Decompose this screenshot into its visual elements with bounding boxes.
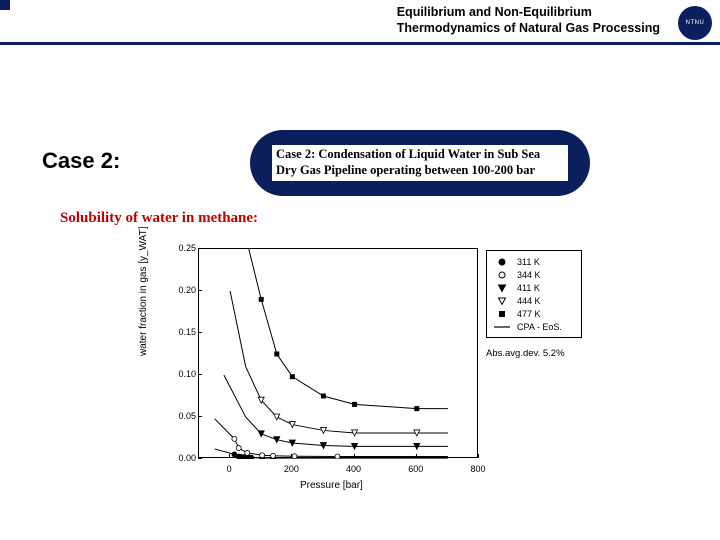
legend-label: 411 K <box>517 283 540 293</box>
x-tick-label: 0 <box>227 464 232 474</box>
chart-subtitle: Solubility of water in methane: <box>60 210 258 227</box>
y-tick-mark <box>198 416 202 417</box>
y-tick-label: 0.05 <box>170 411 196 421</box>
legend-label: 444 K <box>517 296 541 306</box>
legend-label: 344 K <box>517 270 541 280</box>
legend-item: 444 K <box>493 294 575 307</box>
x-tick-label: 600 <box>408 464 423 474</box>
case-label: Case 2: <box>42 148 120 174</box>
ntnu-logo: NTNU <box>678 6 712 40</box>
x-tick-label: 400 <box>346 464 361 474</box>
y-tick-mark <box>198 374 202 375</box>
x-tick-label: 800 <box>470 464 485 474</box>
y-tick-mark <box>198 290 202 291</box>
header-title: Equilibrium and Non-Equilibrium Thermody… <box>397 5 660 36</box>
y-tick-label: 0.00 <box>170 453 196 463</box>
solubility-chart: water fraction in gas [y_WAT] Pressure [… <box>140 238 590 498</box>
y-tick-mark <box>198 332 202 333</box>
x-tick-mark <box>354 454 355 458</box>
plot-area <box>198 248 478 458</box>
legend-marker-icon <box>493 322 511 332</box>
y-tick-label: 0.10 <box>170 369 196 379</box>
chart-svg <box>199 249 479 459</box>
deviation-text: Abs.avg.dev. 5.2% <box>486 348 565 359</box>
y-tick-label: 0.20 <box>170 285 196 295</box>
legend-item: 344 K <box>493 268 575 281</box>
x-tick-mark <box>416 454 417 458</box>
legend-marker-icon <box>493 309 511 319</box>
legend-item: 311 K <box>493 255 575 268</box>
header-rule <box>0 42 720 45</box>
y-tick-mark <box>198 248 202 249</box>
x-tick-mark <box>478 454 479 458</box>
x-tick-mark <box>229 454 230 458</box>
x-tick-mark <box>291 454 292 458</box>
logo-text: NTNU <box>686 20 705 26</box>
case-description-bubble: Case 2: Condensation of Liquid Water in … <box>250 130 590 196</box>
header-line1: Equilibrium and Non-Equilibrium <box>397 5 592 19</box>
legend-label: CPA - EoS. <box>517 322 562 332</box>
header-line2: Thermodynamics of Natural Gas Processing <box>397 21 660 35</box>
y-tick-label: 0.25 <box>170 243 196 253</box>
case-description-text: Case 2: Condensation of Liquid Water in … <box>272 145 568 180</box>
x-axis-label: Pressure [bar] <box>300 480 363 491</box>
legend-item: 477 K <box>493 307 575 320</box>
x-tick-label: 200 <box>284 464 299 474</box>
slide-header: Equilibrium and Non-Equilibrium Thermody… <box>0 0 720 42</box>
y-axis-label: water fraction in gas [y_WAT] <box>138 227 149 357</box>
legend-marker-icon <box>493 257 511 267</box>
legend-item: 411 K <box>493 281 575 294</box>
legend-item: CPA - EoS. <box>493 320 575 333</box>
y-tick-mark <box>198 458 202 459</box>
y-tick-label: 0.15 <box>170 327 196 337</box>
legend-marker-icon <box>493 283 511 293</box>
legend-box: 311 K 344 K 411 K 444 K 477 K CPA - EoS. <box>486 250 582 338</box>
legend-label: 477 K <box>517 309 541 319</box>
legend-marker-icon <box>493 270 511 280</box>
legend-label: 311 K <box>517 257 540 267</box>
legend-marker-icon <box>493 296 511 306</box>
